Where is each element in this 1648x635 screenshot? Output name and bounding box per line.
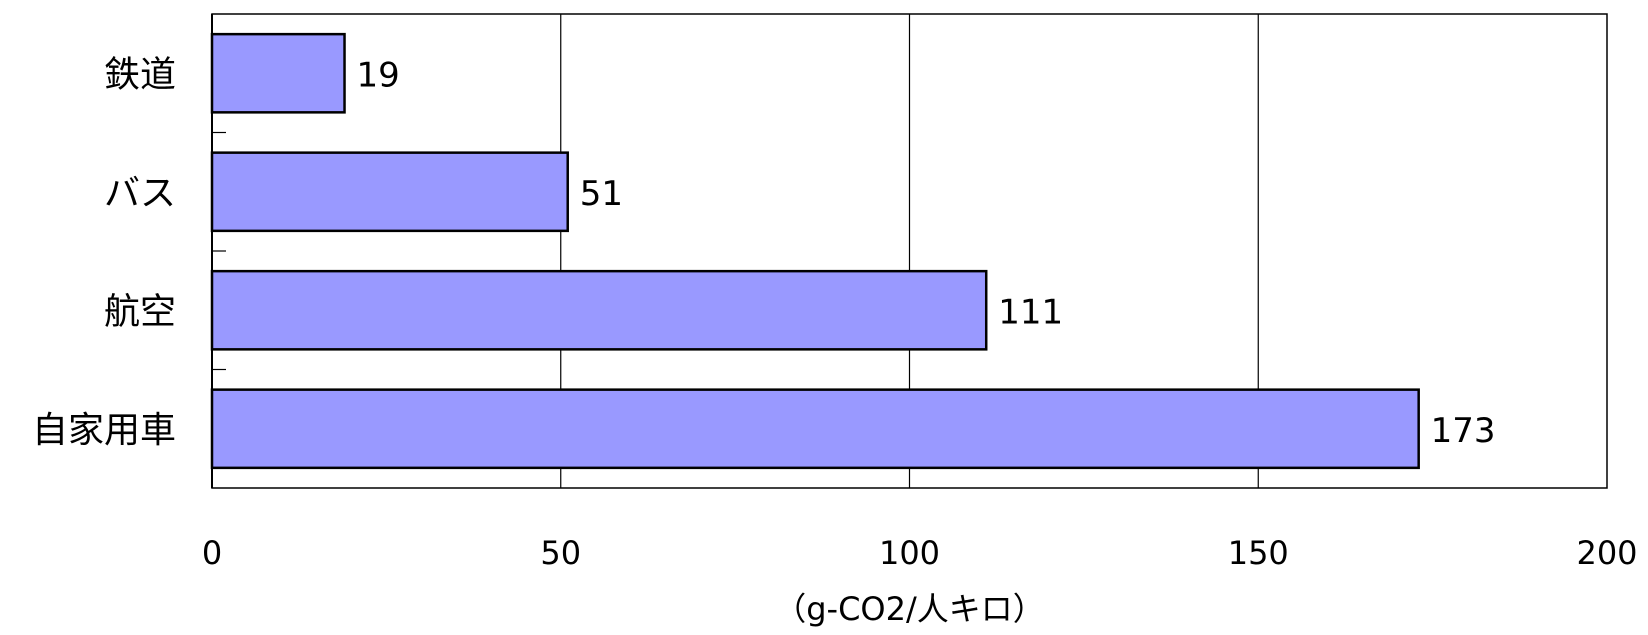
bar [210,388,1420,470]
value-label: 51 [580,174,623,214]
x-tick-label: 200 [1576,534,1637,572]
label-layer: 0 50 100 150 200 鉄道 19 バス 51 航空 111 自家用車 173 [32,54,1638,572]
category-label: バス [104,173,176,214]
x-tick-label: 100 [879,534,940,572]
category-label: 航空 [104,291,176,332]
x-tick-label: 50 [540,534,581,572]
value-label: 111 [998,292,1063,332]
value-label: 19 [357,55,400,95]
x-axis-title: （g-CO2/人キロ） [774,590,1045,628]
bar [210,32,346,114]
bar [210,269,988,351]
x-tick-label: 0 [202,534,222,572]
x-tick-label: 150 [1228,534,1289,572]
bar [210,151,569,233]
category-label: 鉄道 [104,54,176,95]
bar-layer [210,32,1420,470]
value-label: 173 [1431,411,1496,451]
category-label: 自家用車 [32,410,176,451]
